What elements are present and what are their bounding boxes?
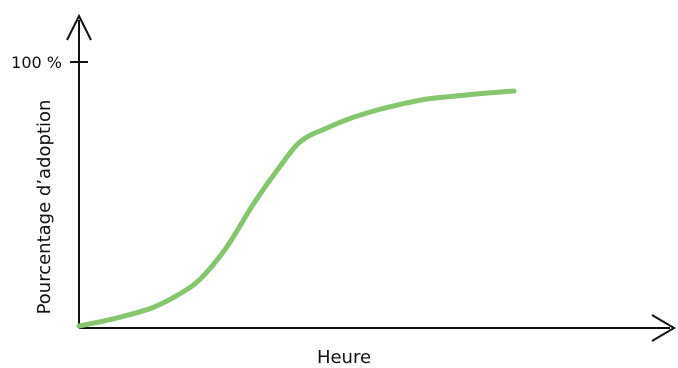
y-axis-arrow [66,13,92,41]
series-adoption-curve [76,88,517,329]
x-axis-arrow [651,314,676,342]
y-tick-label: 100 % [11,53,62,72]
x-axis-label: Heure [317,347,371,368]
y-axis-label: Pourcentage d’adoption [34,100,55,315]
